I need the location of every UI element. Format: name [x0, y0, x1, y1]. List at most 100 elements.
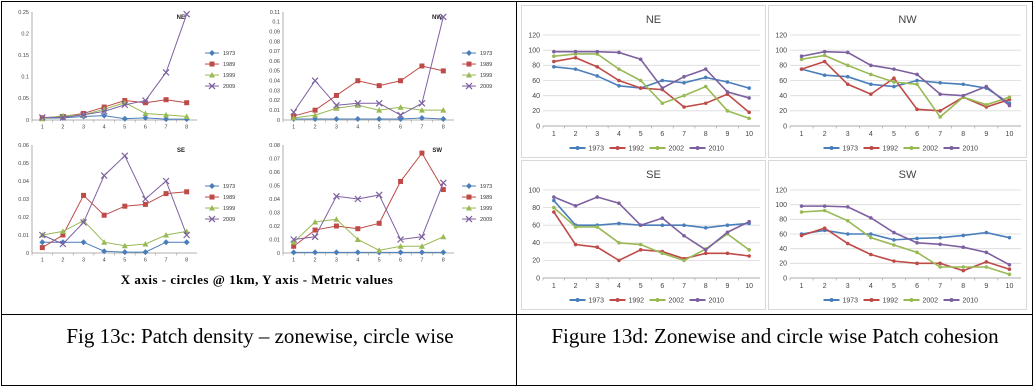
- data-point: [163, 116, 170, 123]
- data-point: [312, 218, 319, 225]
- y-tick-label: 120: [775, 32, 787, 39]
- chart-svg: 0 0.01 0.02 0.03 0.04 0.05 0.06 0.07 0.08 0.09 0.1…: [269, 10, 492, 131]
- data-point: [961, 82, 966, 87]
- data-point: [595, 195, 600, 199]
- y-tick-label: 0: [277, 251, 280, 257]
- data-point: [915, 82, 919, 87]
- data-point: [845, 50, 850, 55]
- data-point: [725, 230, 730, 235]
- legend-marker: [466, 194, 472, 200]
- x-tick-label: 1: [41, 125, 44, 131]
- y-tick-label: 100: [775, 48, 787, 55]
- data-point: [142, 241, 149, 247]
- legend-label: 1999: [223, 73, 235, 79]
- data-point: [845, 219, 850, 223]
- series-line-2010: [553, 196, 750, 251]
- legend-marker: [209, 205, 215, 211]
- data-point: [703, 251, 708, 256]
- data-point: [682, 233, 686, 238]
- data-point: [617, 241, 621, 245]
- data-point: [573, 225, 578, 229]
- x-tick-label: 2: [61, 258, 64, 264]
- legend-label: 1973: [223, 184, 235, 190]
- data-point: [397, 111, 404, 119]
- data-point: [418, 99, 426, 107]
- data-point: [552, 198, 556, 203]
- y-tick-label: 20: [779, 108, 787, 115]
- data-point: [552, 210, 556, 214]
- y-tick-label: 0.02: [269, 224, 280, 230]
- data-point: [100, 107, 108, 115]
- y-tick-label: 0.07: [269, 49, 280, 55]
- data-point: [355, 78, 361, 84]
- data-point: [311, 77, 319, 85]
- data-point: [333, 116, 340, 123]
- data-point: [81, 192, 87, 198]
- data-point: [39, 245, 45, 251]
- data-point: [418, 243, 425, 249]
- chart-svg: 0 0.01 0.02 0.03 0.04 0.05 0.06 1 2 3 4 5 6 7 8 SE 1973 1…: [18, 143, 235, 264]
- legend-label: 1989: [223, 62, 235, 68]
- data-point: [311, 233, 319, 241]
- y-tick-label: 0.04: [269, 79, 280, 85]
- legend-label: 1992: [883, 298, 899, 305]
- data-point: [39, 239, 46, 246]
- y-tick-label: 0: [536, 275, 540, 282]
- data-point: [747, 219, 751, 224]
- legend-marker: [695, 298, 700, 302]
- series-line-1992: [801, 60, 1010, 112]
- legend-label: 2009: [223, 84, 235, 90]
- data-point: [915, 241, 919, 245]
- data-point: [747, 248, 751, 252]
- data-point: [163, 97, 169, 103]
- data-point: [418, 249, 425, 256]
- legend-marker: [909, 298, 914, 302]
- data-point: [184, 189, 190, 195]
- y-tick-label: 60: [532, 223, 540, 230]
- chart-title: NW: [898, 14, 917, 26]
- data-point: [869, 92, 873, 96]
- data-point: [312, 112, 319, 118]
- x-tick-label: 7: [938, 283, 942, 290]
- data-point: [725, 109, 730, 113]
- data-point: [59, 113, 67, 121]
- data-point: [121, 115, 128, 122]
- legend-marker: [909, 146, 914, 150]
- y-tick-label: 40: [779, 93, 787, 100]
- data-point: [595, 245, 600, 249]
- series-line-2002: [801, 54, 1010, 119]
- x-tick-label: 10: [745, 283, 753, 290]
- data-point: [682, 74, 686, 79]
- data-point: [961, 268, 966, 273]
- data-point: [290, 115, 297, 121]
- y-tick-label: 20: [532, 258, 540, 265]
- series-line-2009: [42, 154, 188, 245]
- data-point: [892, 230, 896, 235]
- y-tick-label: 100: [528, 187, 540, 194]
- data-point: [747, 116, 751, 121]
- data-point: [660, 101, 665, 106]
- series-line-2002: [553, 53, 750, 120]
- data-point: [682, 223, 686, 227]
- x-tick-label: 9: [725, 131, 729, 138]
- legend-label: 1973: [480, 51, 492, 57]
- data-point: [747, 110, 751, 115]
- y-tick-label: 0.08: [269, 39, 280, 45]
- y-tick-label: 0.06: [269, 170, 280, 176]
- legend-marker: [465, 82, 473, 90]
- x-tick-label: 6: [144, 258, 147, 264]
- data-point: [440, 116, 447, 123]
- x-tick-label: 6: [399, 125, 402, 131]
- x-tick-label: 4: [617, 131, 621, 138]
- chart-svg: 0 20 40 60 80 100 120 1 2 3 4 5 6 7 8 9 10 SW 1973 1992 2002…: [768, 160, 1027, 310]
- data-point: [59, 240, 67, 248]
- x-tick-label: 1: [800, 131, 804, 138]
- y-tick-label: 60: [779, 78, 787, 85]
- data-point: [869, 82, 873, 87]
- data-point: [290, 249, 297, 256]
- x-tick-label: 7: [938, 131, 942, 138]
- y-tick-label: 0.02: [18, 215, 29, 221]
- data-point: [290, 108, 298, 116]
- data-point: [1007, 272, 1012, 277]
- data-point: [142, 100, 148, 106]
